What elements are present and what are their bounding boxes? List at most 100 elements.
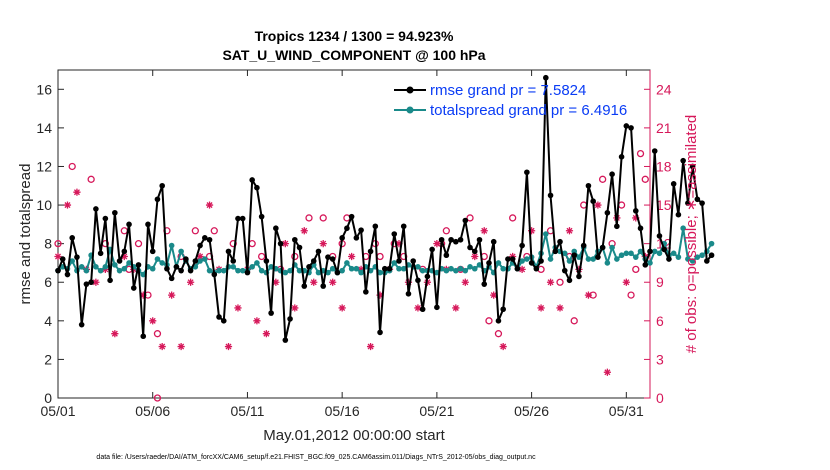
rmse-point [216, 314, 222, 320]
totalspread-point [154, 256, 161, 262]
rmse-point [126, 221, 132, 228]
totalspread-point [457, 265, 464, 272]
obs-assimilated-marker [461, 278, 469, 286]
obs-assimilated-marker [433, 240, 441, 248]
rmse-point [429, 246, 435, 253]
totalspread-point [202, 256, 208, 262]
rmse-point [637, 225, 644, 232]
totalspread-point [495, 260, 502, 266]
obs-assimilated-marker [139, 291, 147, 299]
chart-title: Tropics 1234 / 1300 = 94.923% [255, 28, 454, 44]
rmse-point [448, 236, 454, 243]
totalspread-point [628, 250, 634, 257]
rmse-point [585, 182, 592, 189]
rmse-point [244, 269, 251, 276]
rmse-point [505, 256, 511, 262]
totalspread-point [116, 267, 123, 274]
obs-assimilated-marker [414, 304, 422, 312]
series-lines [55, 74, 715, 343]
obs-assimilated-marker [291, 304, 299, 312]
totalspread-point [561, 250, 568, 257]
rmse-point [623, 123, 630, 129]
obs-possible-marker [153, 394, 162, 402]
rmse-point [93, 206, 99, 212]
rmse-point [292, 236, 298, 243]
rmse-point [614, 223, 620, 230]
rmse-point [348, 213, 355, 220]
rmse-point [78, 321, 85, 328]
rmse-point [145, 221, 151, 228]
rmse-point [495, 318, 502, 324]
rmse-point [595, 254, 601, 260]
y-tick-label: 14 [36, 120, 52, 136]
y-tick-label: 2 [44, 351, 52, 367]
rmse-point [434, 304, 440, 311]
totalspread-point [419, 267, 426, 274]
y2-axis-label: # of obs: o=possible; ∗=assimilated [683, 115, 700, 354]
rmse-point [202, 235, 208, 241]
x-tick-label: 05/01 [40, 403, 75, 419]
legend-spread-marker [406, 106, 414, 114]
obs-assimilated-marker [537, 304, 545, 312]
obs-assimilated-marker [196, 252, 204, 261]
rmse-point [632, 208, 639, 214]
rmse-point [263, 258, 270, 264]
y-tick-label: 16 [36, 81, 52, 97]
rmse-point [400, 223, 407, 230]
y-tick-label: 10 [36, 197, 52, 213]
rmse-point [609, 171, 615, 177]
rmse-point [88, 279, 94, 286]
y2-tick-label: 9 [656, 274, 664, 290]
totalspread-point [112, 262, 118, 268]
obs-assimilated-marker [224, 342, 233, 351]
y-axis-label: rmse and totalspread [17, 164, 34, 305]
obs-possible-marker [210, 227, 218, 235]
obs-possible-marker [570, 317, 578, 325]
rmse-point [377, 329, 383, 336]
obs-assimilated-marker [480, 227, 488, 235]
obs-assimilated-marker [111, 330, 119, 338]
rmse-point [604, 209, 611, 216]
obs-assimilated-marker [490, 291, 498, 299]
totalspread-point [566, 258, 573, 264]
totalspread-point [448, 265, 454, 272]
totalspread-point [377, 269, 383, 276]
rmse-point [178, 267, 184, 274]
rmse-point [325, 254, 331, 260]
obs-possible-marker [598, 175, 607, 183]
totalspread-point [685, 256, 691, 262]
obs-possible-marker [257, 252, 266, 261]
totalspread-point [168, 242, 175, 249]
rmse-point [689, 163, 696, 170]
obs-possible-marker [54, 239, 62, 248]
rmse-point [149, 248, 156, 255]
totalspread-point [344, 260, 350, 266]
totalspread-point [126, 260, 132, 266]
obs-assimilated-marker [234, 304, 242, 312]
rmse-point [500, 306, 506, 313]
totalspread-point [239, 267, 246, 274]
totalspread-point [220, 267, 227, 274]
rmse-point [168, 275, 175, 282]
totalspread-point [415, 264, 421, 270]
x-tick-label: 05/21 [419, 403, 454, 419]
obs-assimilated-marker [348, 252, 356, 261]
obs-possible-marker [153, 330, 162, 338]
rmse-point [249, 177, 255, 183]
totalspread-point [689, 258, 696, 264]
totalspread-point [78, 264, 85, 270]
totalspread-point [258, 267, 265, 274]
x-tick-label: 05/11 [230, 403, 264, 419]
obs-assimilated-marker [575, 265, 583, 273]
obs-possible-marker [632, 265, 640, 274]
obs-possible-marker [87, 175, 95, 183]
rmse-point [685, 200, 691, 206]
rmse-point [670, 181, 677, 187]
rmse-point [320, 283, 327, 289]
rmse-point [102, 215, 109, 222]
obs-assimilated-marker [452, 304, 460, 312]
totalspread-point [358, 269, 364, 276]
rmse-point [140, 333, 147, 340]
rmse-point [571, 252, 578, 259]
